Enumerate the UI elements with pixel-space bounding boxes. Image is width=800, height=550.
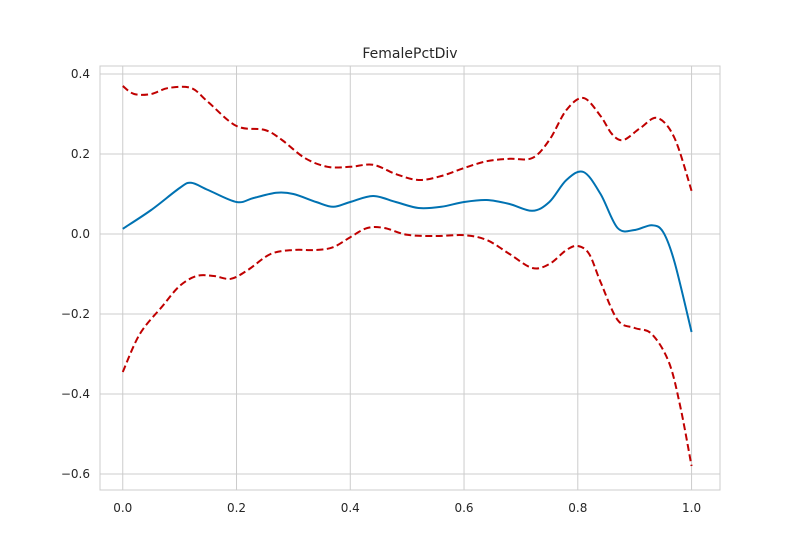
x-tick-label: 0.6 [454,501,473,515]
x-tick-label: 0.2 [227,501,246,515]
chart-title: FemalePctDiv [362,46,457,62]
series-layer [121,85,693,467]
y-tick-label: 0.4 [71,67,90,81]
series-line-center [122,170,693,333]
y-tick-label: −0.4 [61,387,90,401]
y-axis: 0.4 0.2 0.0 −0.2 −0.4 −0.6 [61,67,90,481]
y-tick-label: 0.2 [71,147,90,161]
y-tick-label: −0.6 [61,467,90,481]
series-line-lower-bound [121,226,693,467]
y-tick-label: 0.0 [71,227,90,241]
series-line-upper-bound [122,85,693,192]
x-axis: 0.0 0.2 0.4 0.6 0.8 1.0 [113,501,701,515]
plot-frame [99,65,721,491]
plot-area [100,66,720,490]
x-tick-label: 0.0 [113,501,132,515]
x-tick-label: 0.4 [341,501,360,515]
x-tick-label: 0.8 [568,501,587,515]
x-tick-label: 1.0 [682,501,701,515]
grid [100,66,720,490]
y-tick-label: −0.2 [61,307,90,321]
